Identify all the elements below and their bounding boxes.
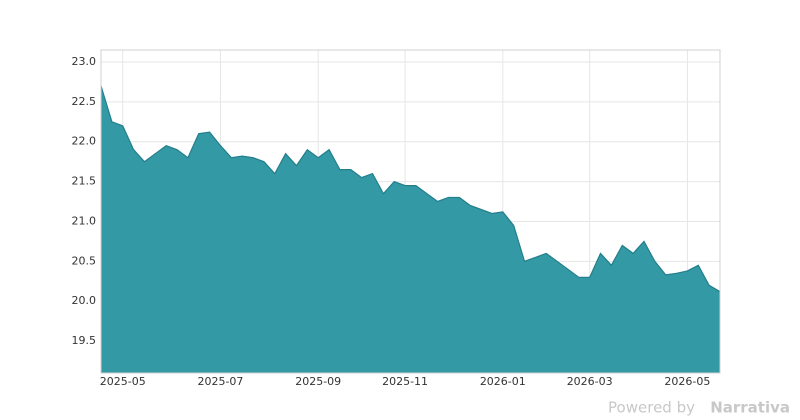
y-tick-label: 21.0 (72, 214, 97, 227)
area-line (100, 85, 721, 293)
x-tick-label: 2026-03 (567, 375, 613, 388)
x-tick-label: 2026-01 (480, 375, 526, 388)
x-tick-label: 2025-09 (295, 375, 341, 388)
y-tick-label: 19.5 (72, 334, 97, 347)
y-tick-label: 20.0 (72, 294, 97, 307)
x-tick-label: 2025-07 (197, 375, 243, 388)
x-tick-label: 2025-05 (100, 375, 146, 388)
y-tick-label: 20.5 (72, 254, 97, 267)
x-tick-label: 2025-11 (382, 375, 428, 388)
area (101, 85, 720, 374)
y-tick-label: 22.0 (72, 135, 97, 148)
x-tick-label: 2026-05 (664, 375, 710, 388)
y-tick-label: 23.0 (72, 55, 97, 68)
credit: Powered by (608, 399, 695, 417)
y-tick-label: 22.5 (72, 95, 97, 108)
y-tick-label: 21.5 (72, 175, 97, 188)
plot-frame (100, 49, 721, 374)
credit-brand: Narrativa (710, 399, 790, 417)
